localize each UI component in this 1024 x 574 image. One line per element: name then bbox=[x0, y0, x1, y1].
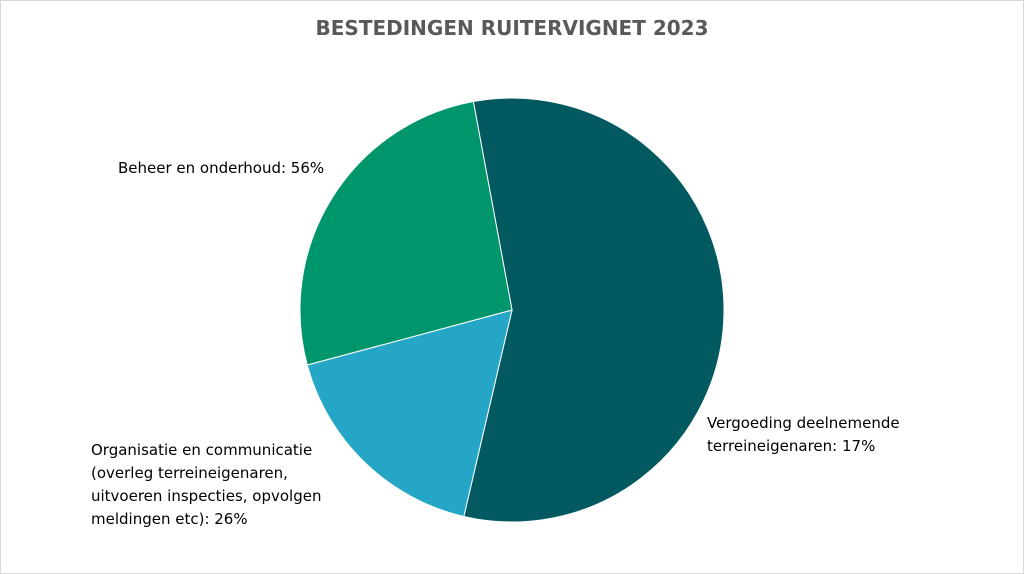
slice-label-line: Beheer en onderhoud: 56% bbox=[118, 159, 325, 177]
slice-label-line: meldingen etc): 26% bbox=[91, 510, 248, 528]
slice-label-beheer: Beheer en onderhoud: 56% bbox=[118, 157, 324, 180]
pie-slice-beheer bbox=[463, 97, 725, 523]
slice-label-line: (overleg terreineigenaren, bbox=[91, 464, 288, 482]
slice-label-line: Organisatie en communicatie bbox=[91, 441, 313, 459]
slice-label-vergoeding: Vergoeding deelnemende terreineigenaren:… bbox=[707, 412, 900, 458]
pie-slice-vergoeding bbox=[306, 309, 513, 518]
slice-label-line: terreineigenaren: 17% bbox=[707, 437, 876, 455]
slice-label-organisatie: Organisatie en communicatie (overleg ter… bbox=[91, 439, 321, 531]
slice-label-line: uitvoeren inspecties, opvolgen bbox=[91, 487, 322, 505]
slice-label-line: Vergoeding deelnemende bbox=[707, 414, 900, 432]
chart-title: BESTEDINGEN RUITERVIGNET 2023 bbox=[315, 16, 709, 40]
pie-slice-organisatie bbox=[299, 100, 513, 366]
